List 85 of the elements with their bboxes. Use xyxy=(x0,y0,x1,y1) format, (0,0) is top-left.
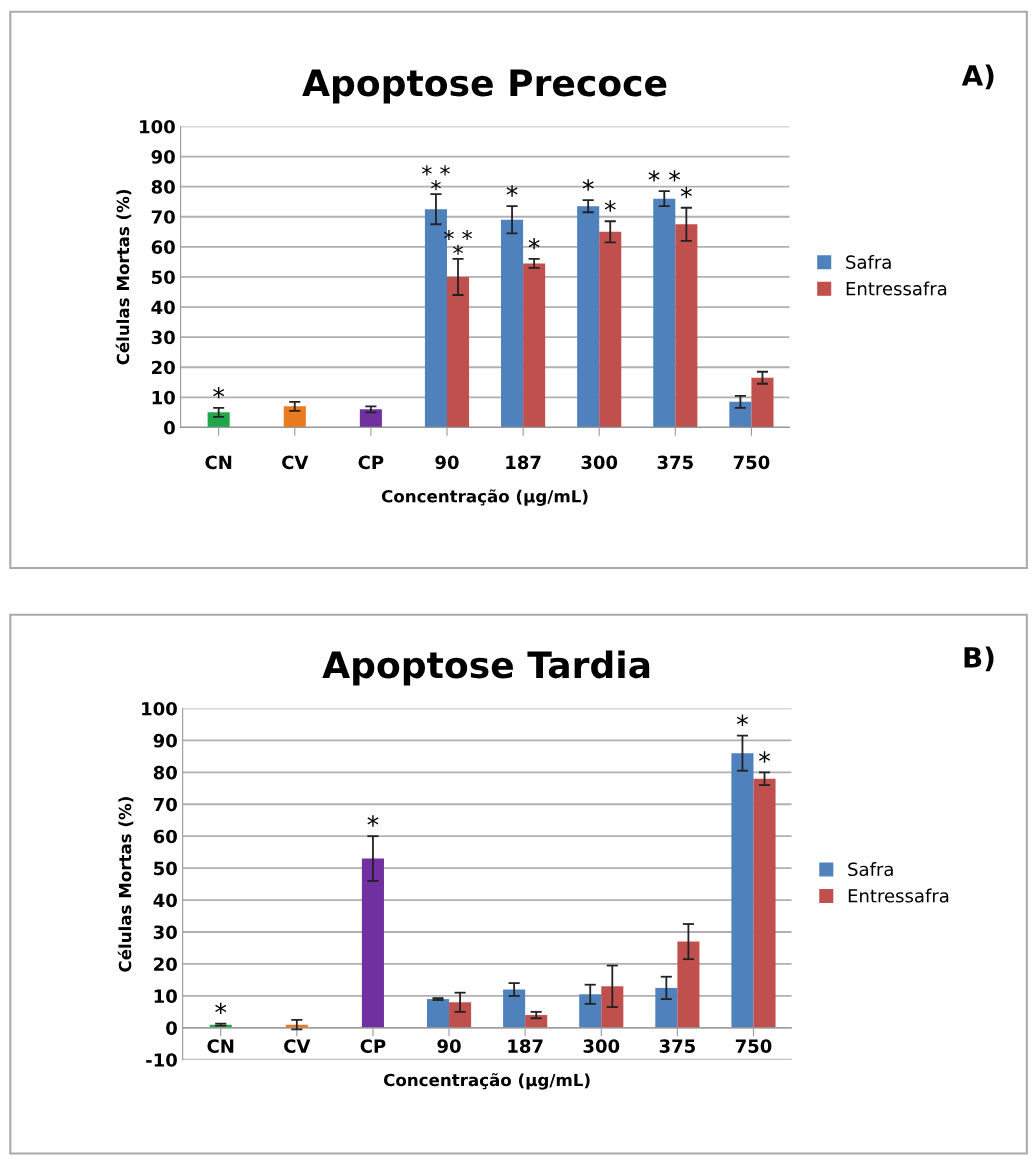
x-tick-label: 750 xyxy=(733,455,770,470)
annotation: * xyxy=(528,237,540,250)
annotation: * xyxy=(736,714,748,727)
annotation: * xyxy=(680,186,692,199)
y-axis-title: Células Mortas (%) xyxy=(117,797,134,972)
annotation: * xyxy=(215,1002,227,1015)
y-tick-label: 40 xyxy=(151,300,175,315)
bar xyxy=(283,406,306,428)
x-tick-label: 187 xyxy=(508,1039,543,1053)
annotation: * xyxy=(759,751,771,763)
x-tick-label: 90 xyxy=(437,1039,461,1053)
bar xyxy=(359,409,382,428)
y-tick-label: 60 xyxy=(153,829,177,844)
y-tick-label: 0 xyxy=(166,1021,177,1035)
x-tick-label: 375 xyxy=(657,455,693,470)
annotation: * xyxy=(213,386,225,399)
bar xyxy=(577,206,600,428)
bar xyxy=(426,999,450,1028)
y-tick-label: 30 xyxy=(153,925,177,940)
x-tick-label: 300 xyxy=(583,1039,620,1053)
bar xyxy=(449,1002,472,1028)
y-tick-label: 70 xyxy=(153,797,177,812)
x-tick-label: 375 xyxy=(659,1039,695,1053)
bar xyxy=(751,377,774,428)
text: A) xyxy=(961,64,994,90)
x-tick-label: CP xyxy=(360,1039,386,1053)
bar xyxy=(503,989,526,1028)
y-tick-label: 100 xyxy=(142,701,177,716)
y-tick-label: 50 xyxy=(152,270,175,285)
bar xyxy=(653,198,676,428)
y-tick-label: 20 xyxy=(154,957,177,972)
annotation: * xyxy=(604,200,616,212)
y-tick-label: 40 xyxy=(153,893,177,908)
annotation: * * xyxy=(648,170,681,182)
y-tick-label: 20 xyxy=(152,360,175,375)
y-tick-label: 80 xyxy=(151,180,175,194)
x-tick-label: CN xyxy=(205,455,232,470)
bar xyxy=(655,987,678,1028)
bar xyxy=(677,941,700,1028)
y-tick-label: -10 xyxy=(146,1053,177,1067)
text: B) xyxy=(964,646,994,672)
x-tick-label: CV xyxy=(282,455,309,470)
bar xyxy=(601,986,624,1028)
y-tick-label: 30 xyxy=(151,330,175,345)
legend-label: Safra xyxy=(848,862,893,877)
bar xyxy=(446,276,470,428)
x-tick-label: CN xyxy=(207,1039,234,1053)
bar xyxy=(361,858,384,1028)
chart-title: Apoptose Precoce xyxy=(302,69,667,104)
annotation: * * * xyxy=(421,165,450,191)
x-tick-label: CP xyxy=(358,455,384,470)
y-axis-title: Células Mortas (%) xyxy=(115,189,132,365)
annotation: * xyxy=(367,815,379,827)
annotation: * xyxy=(582,179,594,191)
y-tick-label: 10 xyxy=(152,390,175,405)
x-tick-label: CV xyxy=(284,1039,311,1053)
y-tick-label: 50 xyxy=(154,861,177,876)
bar xyxy=(753,778,776,1028)
y-tick-label: 80 xyxy=(153,765,177,780)
chart-title: Apoptose Tardia xyxy=(322,650,650,686)
x-tick-label: 750 xyxy=(735,1039,772,1053)
bar xyxy=(731,753,754,1028)
annotation: * xyxy=(506,185,518,197)
bar xyxy=(207,412,230,428)
y-tick-label: 70 xyxy=(151,210,175,224)
y-tick-label: 90 xyxy=(151,150,175,164)
bar xyxy=(675,224,698,428)
bar xyxy=(501,219,524,428)
x-tick-label: 300 xyxy=(581,455,618,470)
x-axis-title: Concentração (µg/mL) xyxy=(383,1073,590,1090)
y-tick-label: 10 xyxy=(154,989,177,1003)
bar xyxy=(729,401,752,428)
y-tick-label: 100 xyxy=(140,119,175,134)
x-tick-label: 187 xyxy=(506,455,541,470)
bar xyxy=(599,231,622,428)
legend-label: Entressafra xyxy=(846,281,947,296)
y-tick-label: 90 xyxy=(153,733,177,748)
bar xyxy=(523,263,546,428)
y-tick-label: 0 xyxy=(164,420,175,435)
y-tick-label: 60 xyxy=(151,240,175,254)
legend-label: Entressafra xyxy=(848,888,949,903)
x-axis-title: Concentração (µg/mL) xyxy=(381,489,588,506)
x-tick-label: 90 xyxy=(435,455,459,470)
legend-label: Safra xyxy=(846,254,891,269)
bar xyxy=(579,994,602,1028)
